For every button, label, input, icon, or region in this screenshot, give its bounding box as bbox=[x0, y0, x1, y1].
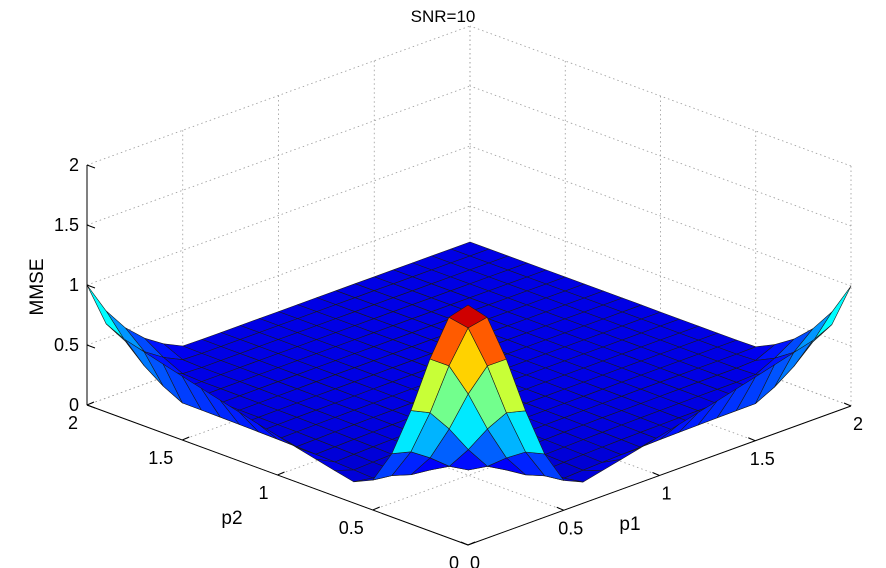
y-tick bbox=[182, 436, 190, 441]
surface-patch bbox=[105, 310, 145, 352]
x-tick bbox=[460, 541, 469, 546]
x-tick-label: 2 bbox=[853, 414, 863, 434]
y-tick bbox=[467, 541, 476, 546]
wall-gridline bbox=[469, 205, 852, 347]
z-tick-label: 0.5 bbox=[54, 335, 79, 355]
y-tick-label: 1.5 bbox=[148, 448, 173, 468]
y-tick-label: 0.5 bbox=[339, 518, 364, 538]
surface-plot bbox=[86, 241, 852, 483]
x-tick-label: 0.5 bbox=[558, 518, 583, 538]
x-tick-label: 1.5 bbox=[750, 449, 775, 469]
chart-title: SNR=10 bbox=[411, 7, 476, 26]
x-tick bbox=[748, 437, 756, 442]
y-axis-label: p2 bbox=[221, 508, 242, 529]
y-tick bbox=[86, 401, 95, 406]
surface-patch bbox=[812, 285, 852, 343]
z-tick bbox=[86, 224, 96, 229]
wall-gridline bbox=[469, 85, 852, 227]
surface-patch bbox=[86, 284, 126, 342]
x-tick bbox=[843, 402, 852, 407]
x-tick bbox=[652, 472, 660, 476]
z-tick-label: 1 bbox=[69, 275, 79, 295]
y-tick-label: 2 bbox=[68, 413, 78, 433]
wall-gridline bbox=[86, 145, 471, 286]
z-axis-label: MMSE bbox=[27, 259, 48, 316]
wall-gridline bbox=[86, 25, 471, 166]
z-tick bbox=[86, 164, 96, 169]
wall-gridline bbox=[86, 85, 471, 226]
y-tick-label: 0 bbox=[449, 553, 459, 568]
wall-gridline bbox=[469, 145, 852, 287]
x-axis-label: p1 bbox=[619, 514, 640, 535]
z-tick-label: 1.5 bbox=[54, 215, 79, 235]
y-tick-label: 1 bbox=[258, 483, 268, 503]
z-tick-label: 2 bbox=[69, 155, 79, 175]
x-tick-label: 1 bbox=[661, 484, 671, 504]
z-tick bbox=[86, 404, 96, 409]
x-tick-label: 0 bbox=[470, 553, 480, 568]
z-tick bbox=[86, 284, 96, 289]
y-tick bbox=[372, 506, 380, 511]
z-tick-label: 0 bbox=[69, 395, 79, 415]
wall-gridline bbox=[469, 25, 852, 167]
wall-gridline bbox=[86, 205, 471, 346]
surface-patch bbox=[448, 304, 488, 329]
z-tick bbox=[86, 344, 96, 349]
y-tick bbox=[277, 471, 285, 476]
surface-patch bbox=[793, 311, 833, 353]
x-tick bbox=[556, 506, 564, 511]
